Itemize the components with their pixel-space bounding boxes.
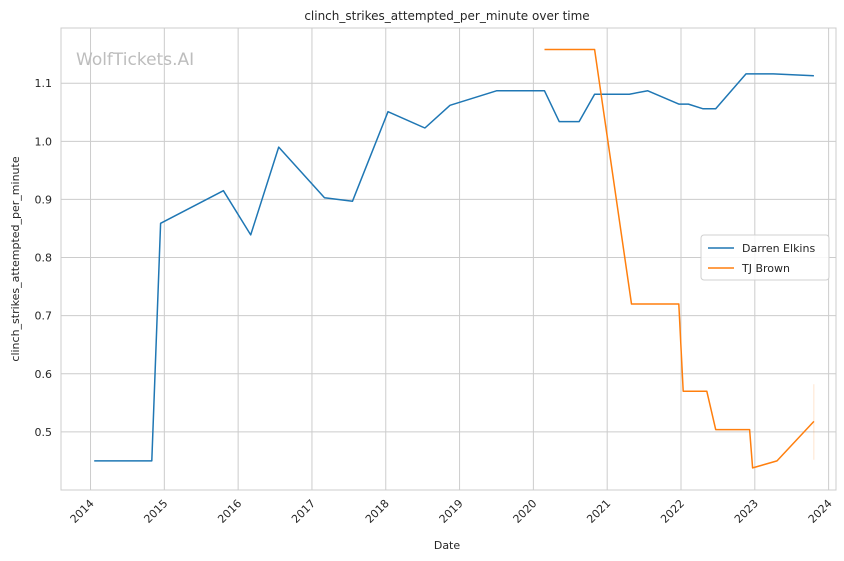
series-line-tj-brown [544, 48, 815, 469]
y-tick-label: 0.5 [35, 426, 53, 439]
series-line-darren-elkins [94, 73, 814, 462]
y-tick-label: 0.9 [35, 193, 53, 206]
y-tick-label: 1.1 [35, 77, 53, 90]
legend: Darren Elkins TJ Brown [700, 234, 830, 281]
y-axis-ticks: 0.5 0.6 0.7 0.8 0.9 1.0 1.1 [35, 77, 53, 439]
y-tick-label: 0.6 [35, 368, 53, 381]
legend-label-tj-brown: TJ Brown [741, 262, 790, 275]
plot-area-frame [60, 27, 837, 491]
y-tick-label: 0.8 [35, 252, 53, 265]
chart-title: clinch_strikes_attempted_per_minute over… [304, 9, 589, 23]
y-tick-label: 0.7 [35, 310, 53, 323]
y-tick-label: 1.0 [35, 135, 53, 148]
y-axis-label: clinch_strikes_attempted_per_minute [9, 156, 22, 361]
series-layer [94, 48, 815, 469]
watermark: WolfTickets.AI [76, 50, 194, 70]
x-axis-label: Date [434, 539, 461, 552]
legend-label-darren-elkins: Darren Elkins [742, 242, 815, 255]
